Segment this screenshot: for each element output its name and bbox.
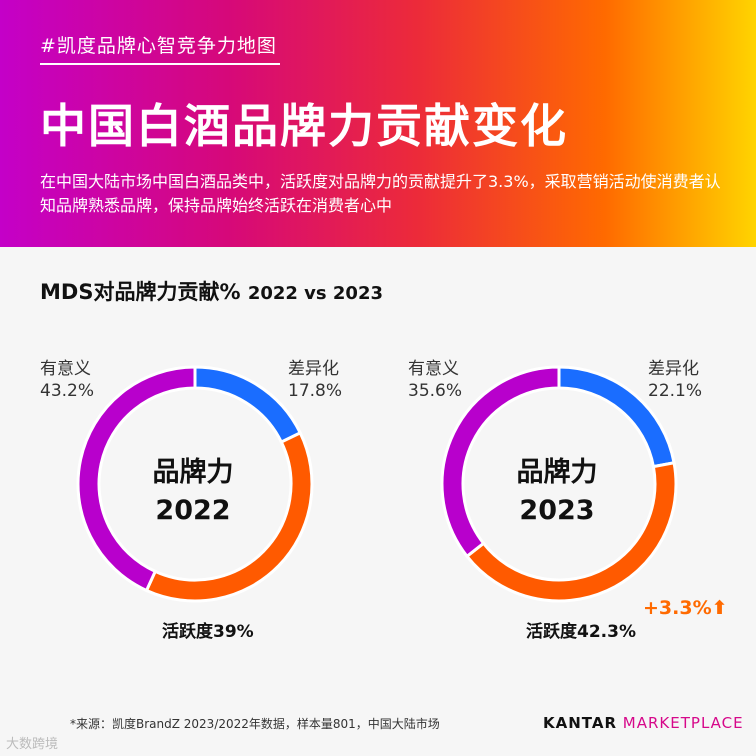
donut-slice-meaningful-2023	[440, 365, 561, 559]
hashtag-underline	[40, 63, 280, 65]
donut-slice-different-2022	[193, 365, 303, 445]
label-salient-2022: 活跃度39%	[162, 621, 254, 643]
label-meaningful-2023: 有意义 35.6%	[408, 358, 462, 402]
donut-center-2023-line2: 2023	[519, 495, 595, 526]
label-different-2022-value: 17.8%	[288, 381, 343, 401]
label-salient-2022-name: 活跃度	[162, 622, 213, 642]
label-different-2023-name: 差异化	[648, 359, 699, 379]
label-different-2022-name: 差异化	[288, 359, 339, 379]
label-different-2023: 差异化 22.1%	[648, 358, 702, 402]
label-meaningful-2022-name: 有意义	[40, 359, 91, 379]
chart-title-compare: 2022 vs 2023	[247, 283, 383, 304]
label-salient-2023: 活跃度42.3%	[526, 621, 636, 643]
label-meaningful-2023-value: 35.6%	[408, 381, 463, 401]
chart-title: MDS对品牌力贡献% 2022 vs 2023	[40, 276, 383, 306]
kantar-logo: KANTAR MARKETPLACE	[543, 714, 744, 732]
label-salient-2023-name: 活跃度	[526, 622, 577, 642]
label-salient-2023-value: 42.3%	[577, 622, 636, 642]
donut-slice-meaningful-2022	[76, 365, 197, 593]
salience-increase-annotation: +3.3%⬆	[643, 597, 728, 619]
kantar-logo-primary: KANTAR	[543, 714, 618, 732]
source-note: *来源：凯度BrandZ 2023/2022年数据，样本量801，中国大陆市场	[70, 717, 440, 731]
label-salient-2022-value: 39%	[213, 622, 254, 642]
chart-title-main: MDS对品牌力贡献%	[40, 280, 241, 304]
label-meaningful-2022: 有意义 43.2%	[40, 358, 94, 402]
donut-center-2022-line2: 2022	[155, 495, 231, 526]
header-banner: #凯度品牌心智竞争力地图 中国白酒品牌力贡献变化 在中国大陆市场中国白酒品类中，…	[0, 0, 756, 247]
donut-center-2023-line1: 品牌力	[516, 457, 598, 488]
kantar-logo-secondary: MARKETPLACE	[622, 714, 744, 732]
label-different-2022: 差异化 17.8%	[288, 358, 342, 402]
watermark: 大数跨境	[6, 737, 59, 752]
label-meaningful-2022-value: 43.2%	[40, 381, 95, 401]
page-subtitle: 在中国大陆市场中国白酒品类中，活跃度对品牌力的贡献提升了3.3%，采取营销活动使…	[40, 172, 721, 215]
label-meaningful-2023-name: 有意义	[408, 359, 459, 379]
donut-center-2022-line1: 品牌力	[152, 457, 234, 488]
page-title: 中国白酒品牌力贡献变化	[40, 99, 568, 153]
donut-center-2023: 品牌力 2023	[497, 454, 617, 530]
donut-center-2022: 品牌力 2022	[133, 454, 253, 530]
label-different-2023-value: 22.1%	[648, 381, 703, 401]
hashtag-label: #凯度品牌心智竞争力地图	[40, 35, 277, 57]
